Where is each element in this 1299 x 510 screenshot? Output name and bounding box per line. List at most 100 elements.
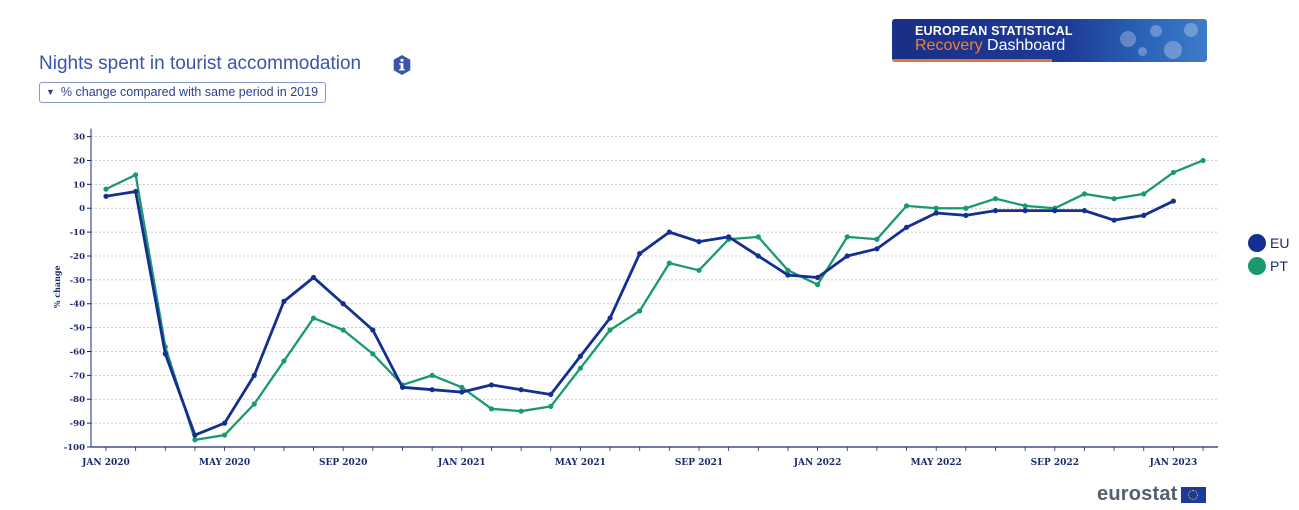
data-point-pt [222, 432, 228, 438]
data-point-eu [251, 372, 257, 378]
data-point-eu [963, 212, 969, 218]
data-point-eu [488, 382, 495, 388]
data-point-pt [696, 267, 702, 273]
data-point-pt [903, 203, 910, 209]
data-point-pt [637, 308, 643, 314]
data-point-eu [340, 301, 346, 307]
data-point-eu [726, 234, 732, 240]
data-point-pt [192, 437, 198, 443]
data-point-pt [1081, 191, 1088, 197]
data-point-pt [815, 282, 821, 288]
x-tick-label: SEP 2020 [319, 458, 367, 468]
x-tick-label: MAY 2022 [911, 458, 962, 468]
data-point-eu [103, 193, 109, 199]
data-point-pt [340, 327, 346, 333]
data-point-eu [1170, 198, 1176, 204]
data-point-eu [1081, 208, 1088, 214]
data-point-pt [1022, 203, 1028, 209]
data-point-eu [844, 253, 850, 259]
data-point-pt [755, 234, 761, 240]
data-point-pt [281, 358, 287, 364]
data-point-pt [785, 267, 791, 273]
data-point-pt [310, 315, 317, 321]
data-point-eu [874, 246, 880, 252]
data-point-pt [429, 372, 435, 378]
y-tick-label: 0 [79, 204, 85, 214]
eurostat-logo-text: eurostat [1097, 483, 1178, 505]
legend-marker-eu [1248, 234, 1266, 252]
y-tick-label: -60 [70, 347, 85, 357]
y-tick-label: -10 [70, 228, 85, 238]
eurostat-logo[interactable]: eurostat [1097, 483, 1206, 506]
y-tick-label: -90 [70, 419, 85, 429]
data-point-eu [370, 327, 376, 333]
data-point-eu [1022, 208, 1028, 214]
legend-label-eu: EU [1270, 235, 1290, 251]
y-tick-label: -50 [70, 324, 85, 334]
data-point-eu [429, 387, 435, 393]
legend-item-eu[interactable]: EU [1248, 233, 1289, 253]
y-tick-label: -70 [70, 371, 85, 381]
chart-title-text: Nights spent in tourist accommodation [39, 53, 362, 74]
data-point-pt [607, 327, 613, 333]
data-point-pt [992, 196, 999, 202]
data-point-pt [133, 172, 139, 178]
data-point-pt [548, 403, 554, 410]
measure-dropdown-label: % change compared with same period in 20… [60, 85, 319, 99]
recovery-dashboard-banner[interactable]: EUROPEAN STATISTICAL Recovery Dashboard [892, 19, 1207, 62]
y-tick-label: -100 [64, 443, 85, 453]
chart-title: Nights spent in tourist accommodation [39, 53, 361, 75]
data-point-pt [1111, 196, 1117, 202]
data-point-eu [666, 229, 672, 235]
data-point-pt [459, 384, 465, 390]
y-tick-label: -40 [70, 300, 85, 310]
y-tick-label: 20 [73, 156, 85, 166]
data-point-pt [933, 205, 939, 211]
data-point-pt [844, 234, 850, 240]
series-line-pt [105, 159, 1204, 441]
data-point-eu [1111, 217, 1117, 223]
data-point-eu [310, 274, 317, 281]
data-point-pt [1141, 191, 1147, 197]
data-point-pt [370, 351, 376, 357]
y-tick-label: -80 [70, 395, 85, 405]
legend-item-pt[interactable]: PT [1248, 256, 1288, 276]
banner-line1: EUROPEAN STATISTICAL [915, 24, 1073, 38]
info-icon[interactable] [393, 55, 411, 75]
data-point-pt [874, 236, 880, 242]
measure-dropdown[interactable]: ▼ % change compared with same period in 2… [39, 82, 326, 103]
legend-marker-pt [1248, 257, 1266, 275]
data-point-eu [577, 353, 584, 359]
y-tick-label: -30 [70, 276, 85, 286]
data-point-pt [1170, 169, 1176, 176]
data-point-pt [1200, 157, 1206, 164]
data-point-pt [666, 260, 672, 266]
banner-line2: Recovery Dashboard [915, 37, 1066, 54]
data-point-eu [607, 315, 613, 321]
x-tick-label: MAY 2021 [555, 458, 606, 468]
data-point-eu [637, 250, 643, 257]
data-point-eu [548, 391, 554, 398]
caret-down-icon: ▼ [46, 87, 55, 97]
data-point-eu [281, 298, 287, 304]
data-point-pt [488, 406, 495, 412]
data-point-eu [992, 208, 999, 214]
data-point-pt [577, 365, 584, 371]
y-tick-label: -20 [70, 252, 85, 262]
x-tick-label: SEP 2022 [1031, 458, 1079, 468]
data-point-eu [1141, 212, 1147, 218]
data-point-eu [785, 272, 791, 278]
data-point-eu [1052, 208, 1058, 214]
y-axis-label: % change [52, 265, 62, 308]
x-tick-label: JAN 2022 [793, 458, 842, 468]
y-tick-label: 10 [73, 180, 85, 190]
legend-label-pt: PT [1270, 258, 1288, 274]
y-tick-label: 30 [73, 133, 85, 143]
data-point-eu [399, 384, 406, 390]
data-point-eu [815, 274, 821, 281]
data-point-eu [162, 351, 168, 357]
data-point-eu [222, 420, 228, 426]
x-tick-label: SEP 2021 [675, 458, 723, 468]
x-tick-label: JAN 2021 [437, 458, 486, 468]
